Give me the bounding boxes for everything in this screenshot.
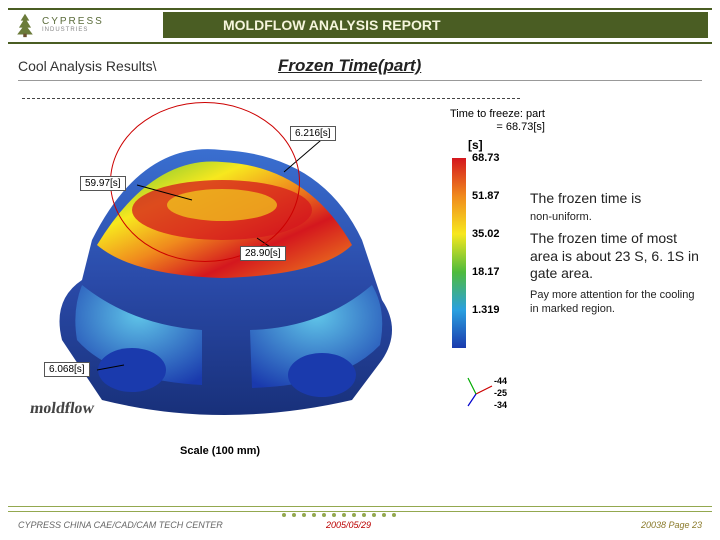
axis-z: -34 [494, 400, 507, 410]
color-scale-bar [452, 158, 466, 348]
section-heading: Cool Analysis Results\ Frozen Time(part) [18, 58, 702, 76]
result-title: Time to freeze: part = 68.73[s] [s] [450, 108, 545, 152]
value-callout: 59.97[s] [80, 176, 126, 191]
brand-sub: INDUSTRIES [42, 27, 104, 33]
footer: CYPRESS CHINA CAE/CAD/CAM TECH CENTER 20… [8, 512, 712, 532]
scale-tick: 68.73 [472, 152, 500, 190]
note-1a: The frozen time is [530, 190, 641, 206]
footer-left: CYPRESS CHINA CAE/CAD/CAM TECH CENTER [18, 520, 223, 530]
note-2: The frozen time of most area is about 23… [530, 230, 704, 283]
axis-y: -25 [494, 388, 507, 398]
section-right: Frozen Time(part) [278, 56, 421, 76]
scale-tick: 18.17 [472, 266, 500, 304]
scale-tick: 35.02 [472, 228, 500, 266]
value-callout: 6.068[s] [44, 362, 90, 377]
orientation-axis: -44 -25 -34 [458, 368, 502, 414]
brand-logo: CYPRESS INDUSTRIES [12, 12, 104, 38]
report-title: MOLDFLOW ANALYSIS REPORT [163, 12, 708, 38]
analysis-notes: The frozen time is non-uniform. The froz… [530, 190, 704, 322]
simulation-render: 6.216[s] 59.97[s] 28.90[s] 6.068[s] [22, 100, 442, 440]
cypress-tree-icon [12, 12, 38, 38]
section-left: Cool Analysis Results\ [18, 58, 157, 74]
footer-date: 2005/05/29 [326, 520, 371, 530]
freeze-title-2: = 68.73[s] [496, 121, 545, 133]
axis-x: -44 [494, 376, 507, 386]
scale-100mm: Scale (100 mm) [180, 445, 260, 457]
scale-tick: 51.87 [472, 190, 500, 228]
header-rule-bot [8, 42, 712, 44]
marked-region-circle [110, 102, 300, 262]
note-3: Pay more attention for the cooling in ma… [530, 289, 704, 317]
header: CYPRESS INDUSTRIES MOLDFLOW ANALYSIS REP… [8, 8, 712, 44]
footer-dots-icon [278, 510, 398, 520]
section-rule [18, 80, 702, 81]
value-callout: 6.216[s] [290, 126, 336, 141]
brand-name: CYPRESS [42, 17, 104, 27]
scale-values: 68.7351.8735.0218.171.319 [472, 152, 500, 342]
dashed-rule [22, 98, 520, 99]
value-callout: 28.90[s] [240, 246, 286, 261]
scale-tick: 1.319 [472, 304, 500, 342]
scale-unit: [s] [468, 138, 545, 152]
note-1b: non-uniform. [530, 211, 592, 223]
header-rule-top [8, 8, 712, 10]
footer-page: 20038 Page 23 [641, 520, 702, 530]
moldflow-logo: moldflow [29, 400, 96, 418]
freeze-title-1: Time to freeze: part [450, 108, 545, 120]
